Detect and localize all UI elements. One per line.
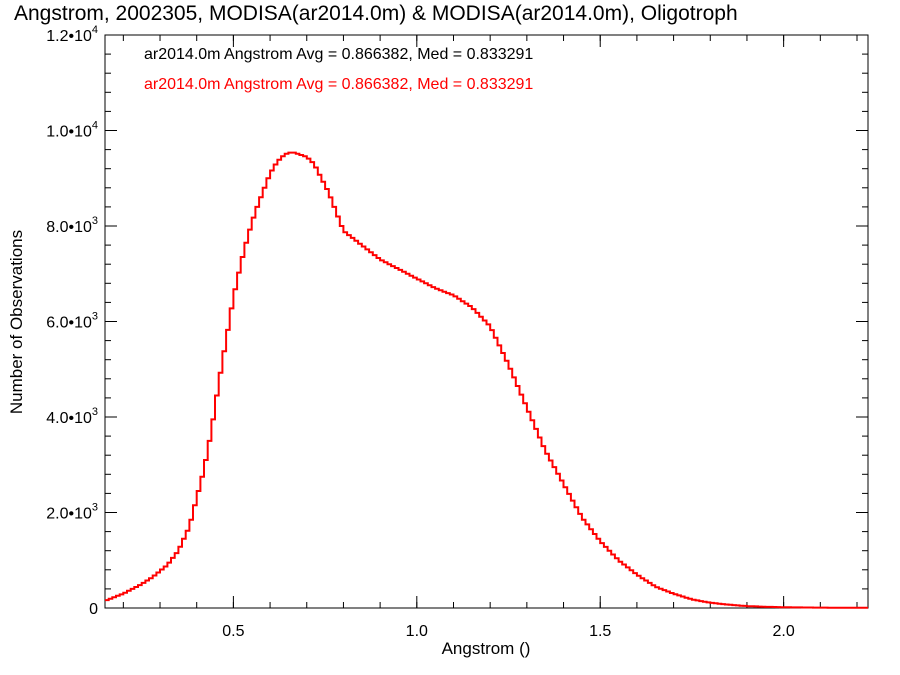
y-axis: 0 2.0•103 4.0•103 6.0•103 8.0•103 1.0•104 1.2•…: [46, 24, 868, 618]
y-tick-label: 8.0•103: [46, 215, 98, 236]
y-axis-label: Number of Observations: [7, 230, 26, 414]
x-tick-label: 0.5: [222, 623, 244, 640]
y-tick-label: 6.0•103: [46, 311, 98, 332]
y-tick-label: 4.0•103: [46, 406, 98, 427]
chart-title: Angstrom, 2002305, MODISA(ar2014.0m) & M…: [14, 2, 738, 25]
y-tick-label: 1.0•104: [46, 120, 98, 141]
x-axis: 0.5 1.0 1.5 2.0: [122, 35, 858, 640]
y-tick-label: 0: [89, 601, 98, 618]
x-tick-label: 2.0: [773, 623, 795, 640]
y-tick-label: 2.0•103: [46, 502, 98, 523]
x-axis-label: Angstrom (): [442, 639, 531, 658]
x-tick-label: 1.5: [589, 623, 611, 640]
legend: ar2014.0m Angstrom Avg = 0.866382, Med =…: [144, 46, 533, 93]
legend-entry-2: ar2014.0m Angstrom Avg = 0.866382, Med =…: [144, 76, 533, 93]
x-tick-label: 1.0: [406, 623, 428, 640]
legend-entry-1: ar2014.0m Angstrom Avg = 0.866382, Med =…: [144, 46, 533, 63]
y-tick-label: 1.2•104: [46, 24, 98, 45]
histogram-line: [105, 151, 868, 609]
